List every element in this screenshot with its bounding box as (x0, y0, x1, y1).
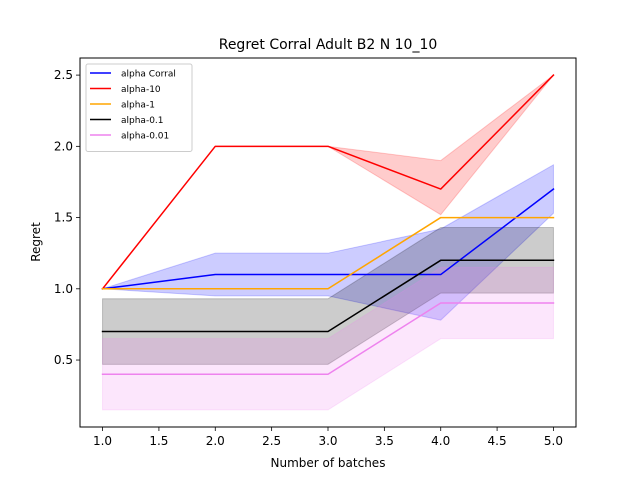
y-tick-label: 0.5 (54, 353, 73, 367)
y-tick-label: 1.0 (54, 282, 73, 296)
x-axis-ticks: 1.0 1.5 2.0 2.5 3.0 3.5 4.0 4.5 5.0 (93, 427, 563, 448)
alpha-10-legend-label: alpha-10 (121, 85, 161, 95)
x-tick-label: 3.0 (318, 434, 337, 448)
x-tick-label: 2.0 (206, 434, 225, 448)
y-tick-label: 2.0 (54, 139, 73, 153)
x-axis-label: Number of batches (271, 456, 386, 470)
alpha-0-1-line (101, 259, 555, 333)
chart-title: Regret Corral Adult B2 N 10_10 (219, 37, 438, 53)
alpha-corral-line (101, 188, 555, 290)
x-tick-label: 2.5 (262, 434, 281, 448)
alpha-0-1-legend-label: alpha-0.1 (121, 116, 164, 126)
alpha-0-01-legend-label: alpha-0.01 (121, 132, 169, 142)
series-lines (101, 74, 555, 376)
y-tick-label: 1.5 (54, 211, 73, 225)
alpha-corral-legend-label: alpha Corral (121, 70, 176, 80)
x-tick-label: 1.5 (149, 434, 168, 448)
x-tick-label: 1.0 (93, 434, 112, 448)
alpha-10-line (101, 74, 555, 290)
x-tick-label: 4.0 (431, 434, 450, 448)
x-tick-label: 3.5 (375, 434, 394, 448)
alpha-0-01-line (101, 302, 555, 376)
legend-box (85, 63, 193, 152)
x-tick-label: 5.0 (544, 434, 563, 448)
alpha-1-line (101, 216, 555, 290)
x-tick-label: 4.5 (488, 434, 507, 448)
y-axis-ticks: 0.5 1.0 1.5 2.0 2.5 (54, 68, 80, 367)
y-tick-label: 2.5 (54, 68, 73, 82)
legend: alpha Corral alpha-10 alpha-1 alpha-0.1 alph… (85, 63, 193, 152)
y-axis-label: Regret (29, 222, 43, 262)
alpha-1-legend-label: alpha-1 (121, 101, 155, 111)
alpha-0-1-band (102, 227, 554, 365)
